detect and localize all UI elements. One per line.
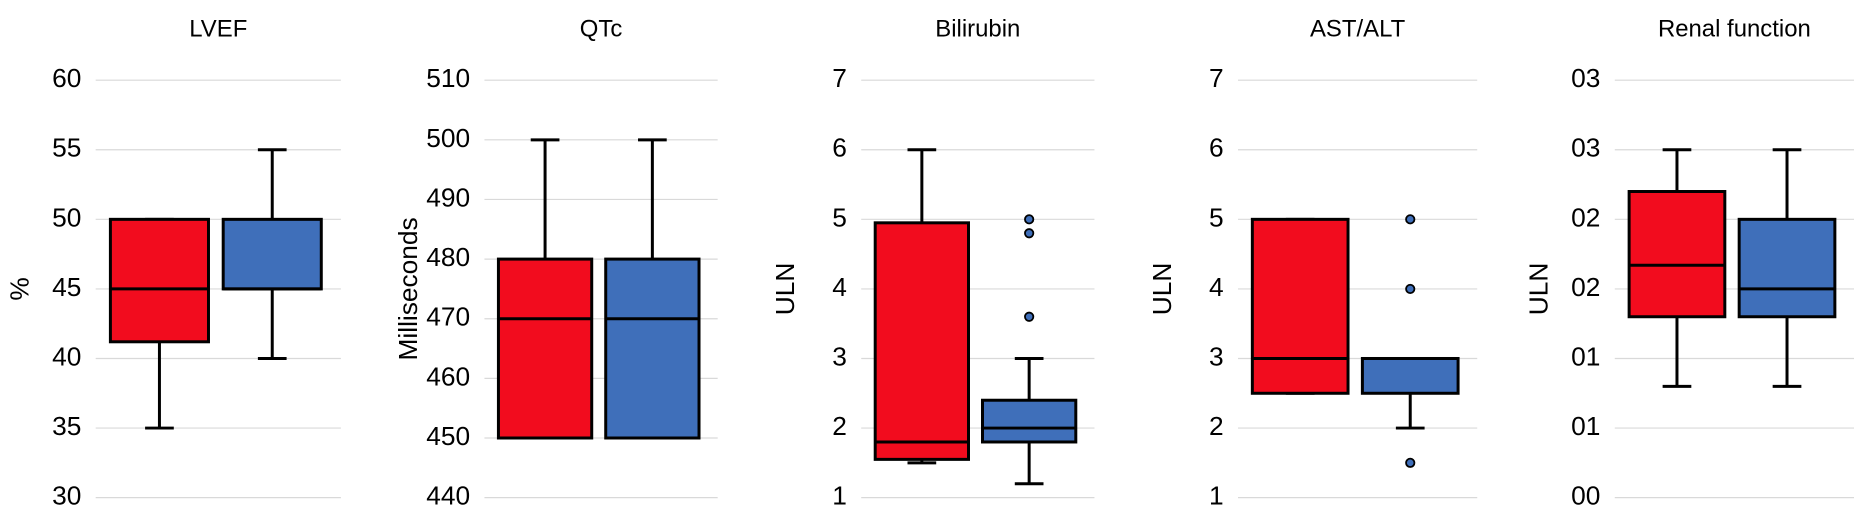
panel-title: Bilirubin <box>935 15 1020 42</box>
box <box>1250 217 1350 395</box>
y-tick-label: 510 <box>426 63 470 93</box>
y-tick-label: 3 <box>1209 341 1224 371</box>
y-axis-label: % <box>4 277 34 300</box>
y-tick-label: 01 <box>1571 341 1600 371</box>
box <box>108 217 210 344</box>
y-tick-label: 03 <box>1571 63 1600 93</box>
y-tick-label: 470 <box>426 302 470 332</box>
box <box>1627 190 1727 319</box>
y-tick-label: 450 <box>426 421 470 451</box>
outlier <box>1024 214 1035 225</box>
panel-title: QTc <box>580 15 623 42</box>
y-axis-label: ULN <box>1524 263 1554 316</box>
y-tick-label: 4 <box>1209 272 1224 302</box>
y-tick-label: 6 <box>832 133 847 163</box>
y-tick-label: 40 <box>52 341 81 371</box>
y-axis-label: ULN <box>770 263 800 316</box>
y-tick-label: 55 <box>52 133 81 163</box>
y-tick-label: 490 <box>426 182 470 212</box>
y-tick-label: 4 <box>832 272 847 302</box>
box <box>221 217 323 291</box>
outlier <box>1024 228 1035 239</box>
y-tick-label: 5 <box>832 202 847 232</box>
box <box>873 221 971 461</box>
outlier <box>1405 214 1416 225</box>
y-tick-label: 460 <box>426 361 470 391</box>
y-tick-label: 500 <box>426 123 470 153</box>
y-tick-label: 1 <box>832 481 847 511</box>
box <box>1737 217 1837 319</box>
y-tick-label: 02 <box>1571 202 1600 232</box>
y-tick-label: 3 <box>832 341 847 371</box>
box <box>1360 356 1460 395</box>
y-tick-label: 2 <box>832 411 847 441</box>
y-axis-label: ULN <box>1147 263 1177 316</box>
outlier <box>1024 311 1035 322</box>
y-tick-label: 30 <box>52 481 81 511</box>
y-tick-label: 60 <box>52 63 81 93</box>
y-tick-label: 1 <box>1209 481 1224 511</box>
y-tick-label: 01 <box>1571 411 1600 441</box>
panel-title: AST/ALT <box>1310 15 1406 42</box>
y-tick-label: 03 <box>1571 133 1600 163</box>
y-tick-label: 7 <box>832 63 847 93</box>
y-tick-label: 6 <box>1209 133 1224 163</box>
y-tick-label: 440 <box>426 481 470 511</box>
y-tick-label: 2 <box>1209 411 1224 441</box>
panel-title: Renal function <box>1658 15 1811 42</box>
outlier <box>1405 457 1416 468</box>
panel-title: LVEF <box>189 15 247 42</box>
box <box>496 257 594 440</box>
box <box>981 398 1078 444</box>
y-tick-label: 00 <box>1571 481 1600 511</box>
outlier <box>1405 283 1416 294</box>
y-tick-label: 480 <box>426 242 470 272</box>
y-tick-label: 02 <box>1571 272 1600 302</box>
y-tick-label: 5 <box>1209 202 1224 232</box>
y-tick-label: 50 <box>52 202 81 232</box>
box <box>604 257 701 440</box>
y-axis-label: Milliseconds <box>393 217 423 360</box>
y-tick-label: 35 <box>52 411 81 441</box>
y-tick-label: 45 <box>52 272 81 302</box>
y-tick-label: 7 <box>1209 63 1224 93</box>
